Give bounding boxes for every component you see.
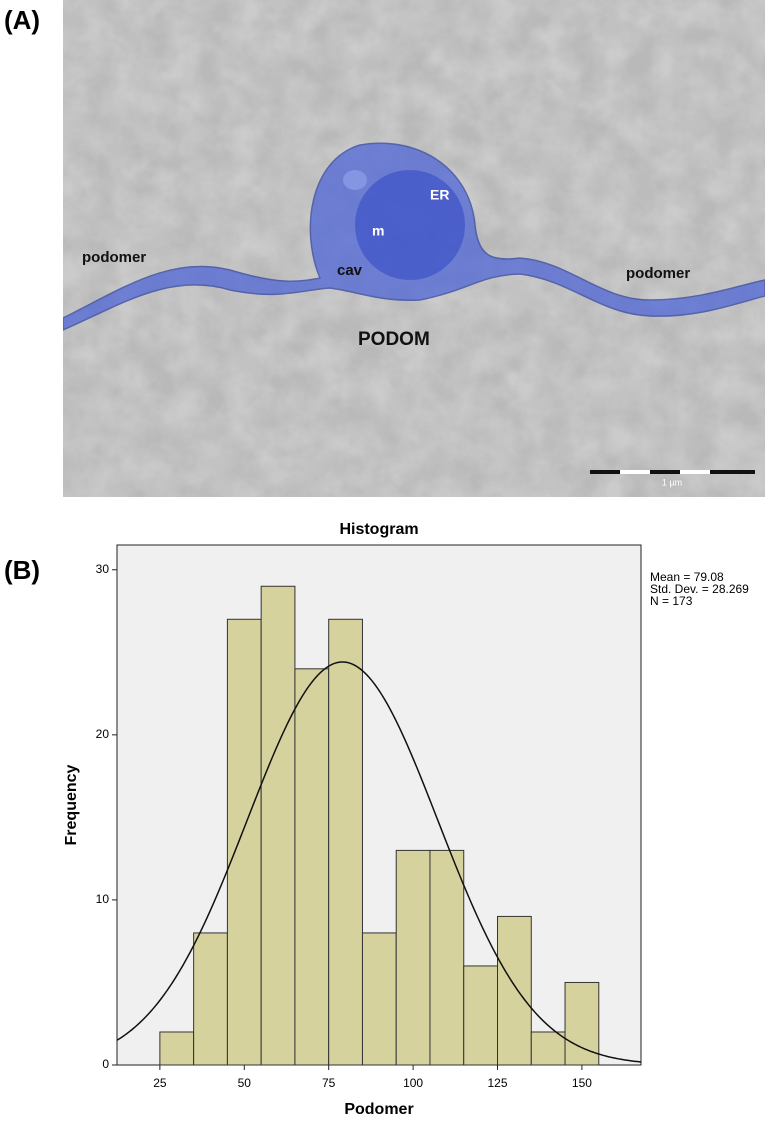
panel-label: (B) [4,555,40,585]
image-label: podomer [626,265,690,282]
bar [429,849,465,1066]
x-tick-label: 100 [403,1076,423,1090]
bar [564,981,600,1066]
image-label: cav [337,262,363,279]
bar [463,965,499,1066]
scale-bar-label: 1 µm [662,477,682,487]
bar [497,915,532,1066]
y-tick-label: 20 [96,727,110,741]
x-tick-label: 25 [153,1076,167,1090]
x-tick-label: 50 [238,1076,252,1090]
bar [361,932,397,1066]
bar [193,932,228,1066]
y-tick-label: 0 [102,1057,109,1071]
bar [226,618,262,1066]
panel-label: (A) [4,5,40,35]
chart-title: Histogram [339,521,418,538]
stat-label: Std. Dev. = 28.269 [650,582,749,596]
bar [159,1031,195,1066]
normal-curve [116,661,642,1063]
histogram: Histogram Podomer Frequency 0 10 20 30 25 50 75 10… [63,521,749,1118]
y-tick-label: 30 [96,562,110,576]
bar [328,618,363,1066]
micrograph [63,0,765,497]
y-axis-label: Frequency [63,764,80,845]
bar [294,668,330,1066]
image-label: podomer [82,249,146,266]
stat-label: Mean = 79.08 [650,570,724,584]
bar [395,849,431,1066]
image-label: ER [430,187,449,203]
image-label: m [372,223,384,239]
y-tick-label: 10 [96,892,110,906]
x-axis-label: Podomer [344,1101,413,1118]
bar [260,585,296,1066]
x-tick-label: 150 [572,1076,592,1090]
stat-label: N = 173 [650,594,693,608]
bar [530,1031,566,1066]
x-tick-label: 75 [322,1076,336,1090]
x-tick-label: 125 [487,1076,507,1090]
image-label: PODOM [358,329,430,350]
